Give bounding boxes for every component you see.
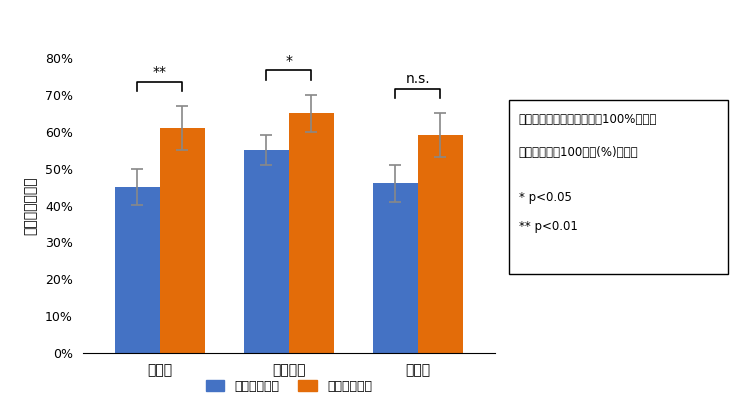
Bar <box>115 187 160 353</box>
FancyBboxPatch shape <box>509 100 728 274</box>
Text: * p<0.05: * p<0.05 <box>519 191 572 204</box>
Bar <box>244 150 289 353</box>
Bar <box>418 135 463 353</box>
Text: 軽度不調が全くない状態を100%として: 軽度不調が全くない状態を100%として <box>519 113 657 126</box>
Bar <box>160 128 205 353</box>
Legend: プログラム前, プログラム後: プログラム前, プログラム後 <box>201 375 376 398</box>
Text: 自身の状態を100段階(%)で評価: 自身の状態を100段階(%)で評価 <box>519 146 638 159</box>
Bar <box>373 183 418 353</box>
Bar <box>289 113 334 353</box>
Text: **: ** <box>153 65 166 79</box>
Y-axis label: 心身の健康状態: 心身の健康状態 <box>24 176 38 235</box>
Text: ** p<0.01: ** p<0.01 <box>519 220 578 233</box>
Text: n.s.: n.s. <box>405 72 430 86</box>
Text: "鉄"摂取により疲労感と睡眠課題が有意に改善: "鉄"摂取により疲労感と睡眠課題が有意に改善 <box>239 19 511 39</box>
Text: *: * <box>285 53 292 67</box>
